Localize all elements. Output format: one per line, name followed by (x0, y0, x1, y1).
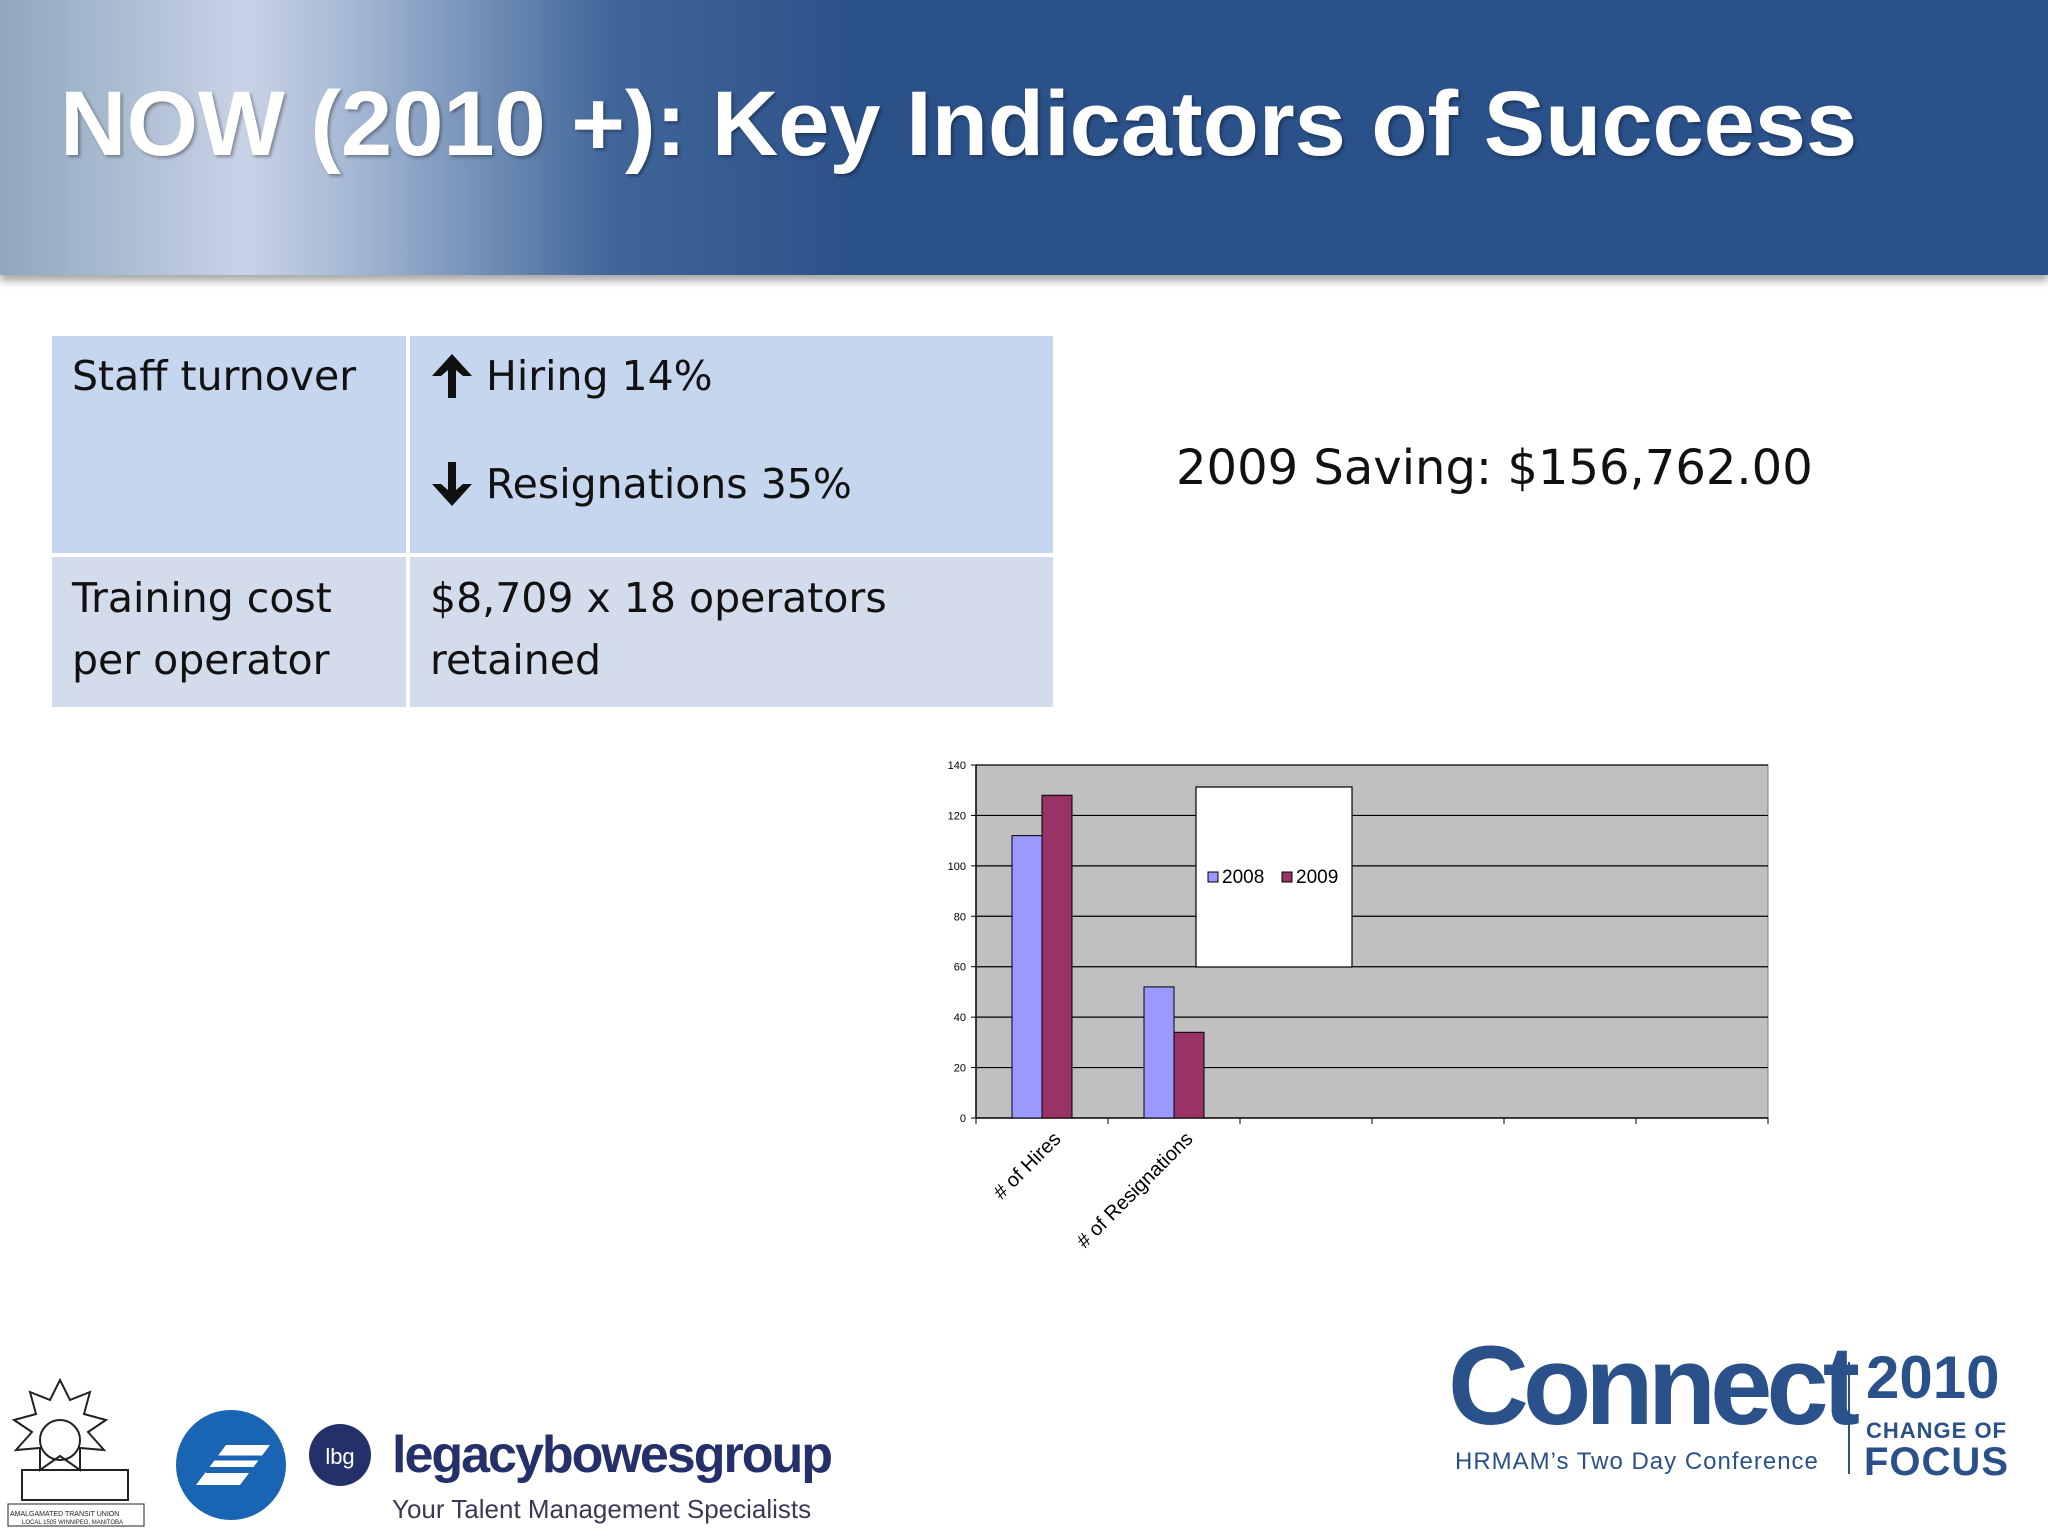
training-cost-label: Training cost per operator (48, 553, 410, 711)
x-category-label: # of Resignations (1073, 1128, 1198, 1253)
footer-logos: AMALGAMATED TRANSIT UNION LOCAL 1505 WIN… (7, 1377, 371, 1527)
training-cost-label-line2: per operator (72, 636, 330, 684)
legend-label-2009: 2009 (1296, 867, 1338, 888)
table-row: Staff turnover Hiring 14% Resignations 3… (48, 332, 1057, 557)
slide-header: NOW (2010 +): Key Indicators of Success (0, 0, 2048, 275)
atu-text-group: AMALGAMATED TRANSIT UNION LOCAL 1505 WIN… (10, 1511, 123, 1526)
staff-turnover-values: Hiring 14% Resignations 35% (406, 332, 1057, 557)
y-tick-label: 20 (954, 1063, 966, 1075)
connect-logo-word: Connect (1448, 1323, 1860, 1448)
training-cost-value-line2: retained (430, 636, 602, 684)
arrow-down-icon (432, 462, 472, 506)
legend-swatch-2008 (1207, 871, 1219, 883)
resignations-line: Resignations 35% (430, 460, 1033, 508)
bar-2009-1 (1173, 1031, 1205, 1119)
y-tick-label: 140 (948, 760, 966, 772)
indicators-table: Staff turnover Hiring 14% Resignations 3… (48, 332, 1057, 711)
logo-divider (1848, 1362, 1850, 1474)
y-tick-label: 100 (948, 861, 966, 873)
arrow-up-icon (432, 354, 472, 398)
training-cost-value: $8,709 x 18 operators retained (406, 553, 1057, 711)
lbg-name: legacybowesgroup (392, 1426, 833, 1484)
conference-year: 2010 (1866, 1344, 2000, 1411)
change-of-text: CHANGE OF (1866, 1418, 2007, 1443)
x-category-label: # of Hires (989, 1128, 1065, 1204)
atu-logo (7, 1377, 145, 1527)
saving-text: 2009 Saving: $156,762.00 (1176, 440, 1813, 496)
y-tick-label: 120 (948, 810, 966, 822)
hires-resignations-chart: 0 20 40 60 80 100 120 140 # of Hires # of Resigna… (948, 760, 1769, 1253)
lbg-badge-text: lbg (325, 1444, 354, 1469)
y-tick-label: 40 (954, 1012, 966, 1024)
connect-subtitle: HRMAM’s Two Day Conference (1455, 1448, 1819, 1475)
lbg-tagline: Your Talent Management Specialists (392, 1494, 812, 1524)
legend-label-2008: 2008 (1222, 867, 1264, 888)
y-tick-label: 60 (954, 962, 966, 974)
atu-name: AMALGAMATED TRANSIT UNION (10, 1511, 119, 1518)
bar-2008-1 (1143, 986, 1175, 1119)
bar-2008-0 (1011, 835, 1043, 1119)
legend-box (1195, 786, 1353, 968)
training-cost-label-line1: Training cost (72, 574, 332, 622)
atu-sub: LOCAL 1505 WINNIPEG, MANITOBA (22, 1520, 123, 1526)
lbg-badge: lbg (309, 1424, 371, 1486)
table-row: Training cost per operator $8,709 x 18 o… (48, 553, 1057, 711)
resignations-text: Resignations 35% (486, 460, 852, 508)
plot-area (975, 764, 1769, 1119)
staff-turnover-label: Staff turnover (48, 332, 410, 557)
training-cost-value-line1: $8,709 x 18 operators (430, 574, 887, 622)
transit-logo (176, 1410, 286, 1520)
slide-title: NOW (2010 +): Key Indicators of Success (60, 73, 1858, 175)
bar-2009-0 (1041, 794, 1073, 1119)
y-tick-label: 80 (954, 911, 966, 923)
focus-text: FOCUS (1864, 1440, 2009, 1484)
legend-swatch-2009 (1281, 871, 1293, 883)
y-tick-label: 0 (960, 1113, 966, 1125)
hiring-text: Hiring 14% (486, 352, 713, 400)
hiring-line: Hiring 14% (430, 352, 1033, 400)
